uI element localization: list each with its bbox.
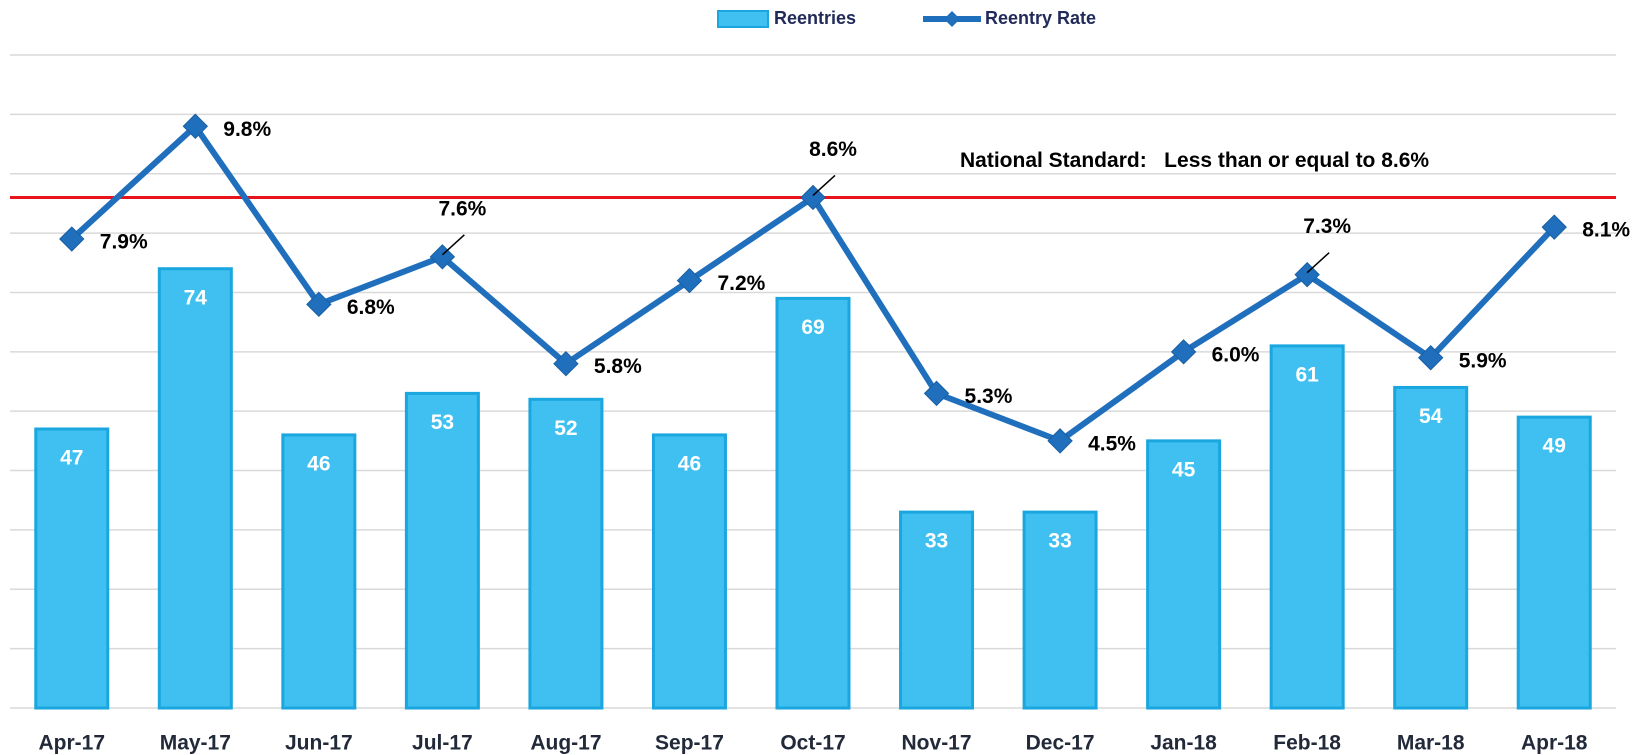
bar bbox=[404, 391, 480, 710]
rate-value-label: 6.8% bbox=[347, 296, 395, 319]
bar-value-label: 47 bbox=[60, 447, 83, 470]
rate-marker bbox=[59, 226, 85, 252]
x-tick-label: Apr-18 bbox=[1521, 732, 1588, 755]
rate-marker bbox=[429, 244, 456, 270]
bar-value-label: 33 bbox=[925, 530, 948, 553]
x-tick-label: Jun-17 bbox=[285, 732, 353, 755]
x-tick-label: Jul-17 bbox=[412, 732, 473, 755]
rate-value-label: 7.3% bbox=[1303, 215, 1351, 238]
rate-marker bbox=[1047, 428, 1073, 454]
x-tick-label: Feb-18 bbox=[1273, 732, 1341, 755]
rate-marker bbox=[1541, 214, 1567, 240]
bar-value-label: 74 bbox=[184, 286, 208, 309]
rate-marker bbox=[553, 350, 579, 377]
rate-marker bbox=[800, 184, 826, 211]
legend-label: Reentries bbox=[774, 8, 856, 28]
legend-marker bbox=[944, 11, 960, 27]
bar bbox=[281, 433, 357, 710]
bar bbox=[1022, 510, 1098, 710]
x-tick-label: Jan-18 bbox=[1150, 732, 1217, 755]
rate-value-label: 9.8% bbox=[223, 118, 271, 141]
leader-line bbox=[812, 174, 836, 197]
rate-marker bbox=[1294, 261, 1320, 288]
bar bbox=[1146, 439, 1222, 710]
x-tick-label: May-17 bbox=[160, 732, 231, 755]
bar-value-label: 33 bbox=[1048, 530, 1071, 553]
bar-value-label: 54 bbox=[1419, 405, 1443, 428]
rate-value-label: 5.8% bbox=[594, 355, 642, 378]
legend-label: Reentry Rate bbox=[985, 8, 1096, 28]
bar bbox=[34, 427, 110, 710]
bar bbox=[651, 433, 727, 710]
x-tick-label: Dec-17 bbox=[1026, 732, 1095, 755]
leader-line bbox=[441, 234, 465, 256]
bar bbox=[528, 397, 604, 710]
bar-value-label: 69 bbox=[801, 316, 824, 339]
bar bbox=[157, 267, 233, 710]
bar-value-label: 53 bbox=[431, 411, 454, 434]
bar-value-label: 61 bbox=[1295, 363, 1319, 386]
rate-value-label: 6.0% bbox=[1212, 343, 1260, 366]
x-tick-label: Aug-17 bbox=[530, 732, 601, 755]
rate-value-label: 8.1% bbox=[1582, 219, 1630, 242]
x-tick-label: Apr-17 bbox=[39, 732, 106, 755]
rate-value-label: 5.3% bbox=[965, 385, 1013, 408]
bar bbox=[1516, 415, 1592, 710]
bar-value-label: 46 bbox=[678, 452, 701, 475]
rate-value-label: 5.9% bbox=[1459, 349, 1507, 372]
rate-marker bbox=[1417, 345, 1444, 371]
legend-swatch bbox=[717, 10, 769, 28]
bar bbox=[1269, 344, 1345, 710]
leader-line bbox=[1306, 252, 1330, 274]
rate-marker bbox=[182, 113, 209, 139]
rate-marker bbox=[1170, 339, 1197, 365]
rate-marker bbox=[306, 291, 332, 318]
bar-value-label: 45 bbox=[1172, 458, 1196, 481]
bar bbox=[1393, 385, 1469, 710]
rate-value-label: 4.5% bbox=[1088, 432, 1136, 455]
rate-marker bbox=[676, 267, 703, 294]
rate-value-label: 8.6% bbox=[809, 138, 857, 161]
rate-value-label: 7.2% bbox=[717, 272, 765, 295]
x-tick-label: Oct-17 bbox=[780, 732, 845, 755]
rate-marker bbox=[923, 380, 950, 407]
bar bbox=[775, 296, 851, 710]
rate-value-label: 7.6% bbox=[438, 197, 486, 220]
x-tick-label: Sep-17 bbox=[655, 732, 724, 755]
bar-value-label: 49 bbox=[1543, 435, 1566, 458]
x-tick-label: Mar-18 bbox=[1397, 732, 1465, 755]
bar-value-label: 46 bbox=[307, 452, 330, 475]
reference-label: National Standard: Less than or equal to… bbox=[960, 149, 1429, 172]
bar bbox=[899, 510, 975, 710]
bar-value-label: 52 bbox=[554, 417, 577, 440]
rate-value-label: 7.9% bbox=[100, 231, 148, 254]
x-tick-label: Nov-17 bbox=[902, 732, 972, 755]
